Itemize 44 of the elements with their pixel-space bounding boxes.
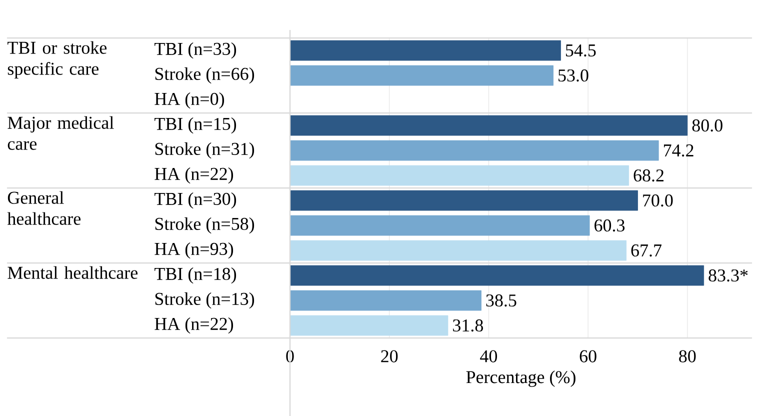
bar (290, 65, 554, 86)
bar (290, 240, 627, 261)
bar (290, 215, 590, 236)
y-tick-label: HA (n=22) (154, 317, 234, 334)
data-label: 68.2 (634, 169, 664, 182)
data-label: 38.5 (486, 294, 516, 307)
bar (290, 40, 561, 61)
data-label: 60.3 (594, 219, 625, 232)
y-tick-label: Stroke (n=31) (155, 142, 254, 159)
y-tick-label: HA (n=22) (154, 167, 234, 184)
y-tick-label: TBI (n=30) (154, 192, 236, 209)
y-tick-label: TBI (n=33) (154, 42, 236, 59)
y-tick-label: TBI (n=15) (154, 117, 236, 134)
x-axis-title: Percentage (%) (466, 370, 576, 387)
bar (290, 140, 659, 161)
text: Major medical care (8, 116, 114, 150)
bar (290, 115, 688, 136)
x-tick-label: 20 (381, 350, 398, 362)
bar (290, 315, 448, 336)
y-tick-label: Stroke (n=58) (155, 217, 254, 234)
y-tick-label: HA (n=0) (154, 92, 224, 109)
y-tick-label: Stroke (n=66) (155, 67, 254, 84)
text: General healthcare (7, 191, 81, 225)
data-label: 83.3* (708, 269, 748, 282)
bar (290, 290, 482, 311)
text: Mental healthcare (8, 266, 138, 279)
x-tick-label: 60 (580, 350, 596, 362)
x-tick-label: 0 (286, 350, 294, 362)
y-tick-label: HA (n=93) (154, 242, 234, 259)
bar (290, 265, 704, 286)
bar (290, 165, 629, 186)
data-label: 53.0 (558, 69, 588, 82)
data-label: 31.8 (453, 319, 483, 332)
data-label: 54.5 (566, 44, 596, 57)
x-tick-label: 80 (679, 350, 696, 362)
y-tick-label: TBI (n=18) (154, 267, 236, 284)
text: TBI or stroke specific care (8, 41, 107, 79)
data-label: 67.7 (631, 244, 662, 257)
bar (290, 190, 638, 211)
x-tick-label: 40 (480, 350, 498, 362)
data-label: 74.2 (664, 144, 694, 157)
y-tick-label: Stroke (n=13) (155, 292, 254, 309)
data-label: 80.0 (692, 119, 722, 132)
data-label: 70.0 (643, 194, 673, 207)
